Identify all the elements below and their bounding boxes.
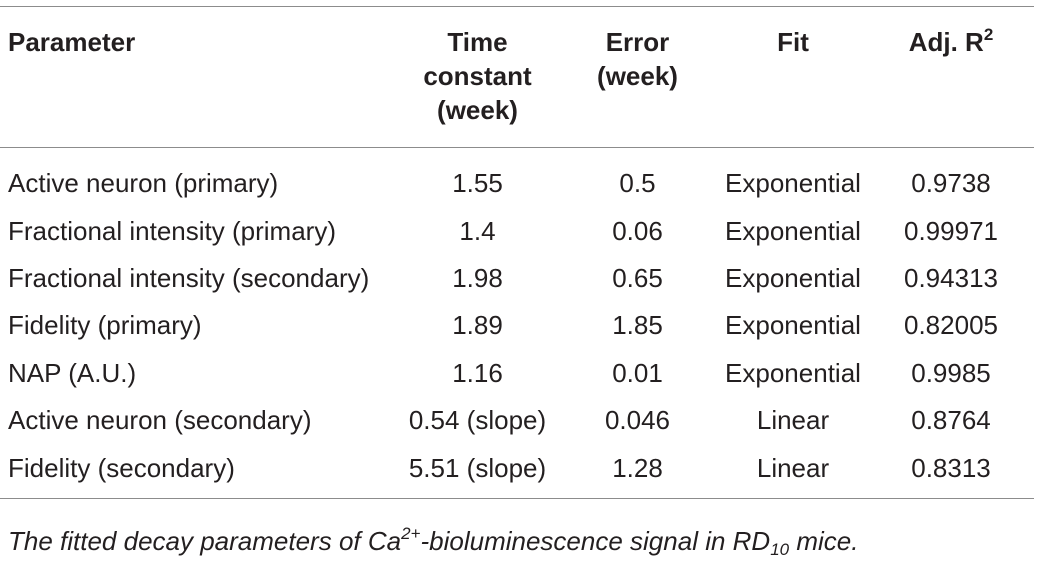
cell-error: 0.046 <box>604 405 671 436</box>
cell-time-constant: 1.4 <box>459 215 496 246</box>
caption-text-end: mice. <box>789 526 859 556</box>
cell-time-constant: 0.54 (slope) <box>408 405 547 436</box>
caption-text-middle: -bioluminescence signal in RD <box>420 526 771 556</box>
cell-time-constant: 1.16 <box>452 357 503 388</box>
table-row: Fidelity (primary) 1.89 1.85 Exponential… <box>0 302 1034 349</box>
cell-error: 1.28 <box>612 452 663 483</box>
header-parameter: Parameter <box>8 27 136 57</box>
cell-fit: Linear <box>756 405 830 436</box>
table-row: Fidelity (secondary) 5.51 (slope) 1.28 L… <box>0 444 1034 499</box>
header-adj-r2-superscript: 2 <box>983 25 994 44</box>
cell-time-constant: 1.89 <box>452 310 503 341</box>
header-error-line-1: Error <box>605 27 670 57</box>
header-fit: Fit <box>777 27 809 57</box>
header-time-constant-line-3: (week) <box>437 95 518 125</box>
cell-fit: Exponential <box>725 310 861 341</box>
caption-text-start: The fitted decay parameters of Ca <box>8 526 402 556</box>
cell-parameter: Fractional intensity (primary) <box>8 215 336 246</box>
header-error-line-2: (week) <box>597 61 678 91</box>
cell-parameter: Fractional intensity (secondary) <box>8 262 370 293</box>
caption-subscript: 10 <box>770 540 790 559</box>
cell-adj-r2: 0.8764 <box>911 405 991 436</box>
cell-time-constant: 1.98 <box>452 262 503 293</box>
cell-parameter: Fidelity (secondary) <box>8 452 235 483</box>
header-time-constant: Time constant (week) <box>398 7 557 148</box>
cell-error: 1.85 <box>612 310 663 341</box>
cell-fit: Exponential <box>725 168 861 199</box>
cell-parameter: NAP (A.U.) <box>8 357 137 388</box>
header-adj-r2-base: Adj. R <box>908 27 984 57</box>
cell-time-constant: 5.51 (slope) <box>408 452 547 483</box>
header-error: Error (week) <box>557 7 718 148</box>
cell-parameter: Active neuron (primary) <box>8 168 279 199</box>
cell-parameter: Active neuron (secondary) <box>8 405 312 436</box>
table-row: Active neuron (secondary) 0.54 (slope) 0… <box>0 397 1034 444</box>
header-time-constant-line-2: constant <box>423 61 532 91</box>
cell-fit: Exponential <box>725 215 861 246</box>
cell-adj-r2: 0.9738 <box>911 168 991 199</box>
table-row: Fractional intensity (primary) 1.4 0.06 … <box>0 207 1034 254</box>
cell-fit: Exponential <box>725 262 861 293</box>
cell-adj-r2: 0.82005 <box>904 310 998 341</box>
caption-superscript: 2+ <box>401 524 421 543</box>
cell-error: 0.06 <box>612 215 663 246</box>
cell-adj-r2: 0.9985 <box>911 357 991 388</box>
cell-time-constant: 1.55 <box>452 168 503 199</box>
cell-error: 0.65 <box>612 262 663 293</box>
cell-fit: Linear <box>756 452 830 483</box>
cell-parameter: Fidelity (primary) <box>8 310 202 341</box>
header-adj-r2: Adj. R2 <box>868 7 1034 148</box>
cell-error: 0.5 <box>619 168 656 199</box>
cell-adj-r2: 0.99971 <box>904 215 998 246</box>
cell-adj-r2: 0.94313 <box>904 262 998 293</box>
table-caption: The fitted decay parameters of Ca2+-biol… <box>8 524 858 558</box>
cell-fit: Exponential <box>725 357 861 388</box>
cell-adj-r2: 0.8313 <box>911 452 991 483</box>
decay-parameters-table: Parameter Time constant (week) Error (we… <box>0 6 1034 499</box>
header-row: Parameter Time constant (week) Error (we… <box>0 6 1034 148</box>
table-row: Active neuron (primary) 1.55 0.5 Exponen… <box>0 148 1034 208</box>
header-time-constant-line-1: Time <box>447 27 508 57</box>
table-row: Fractional intensity (secondary) 1.98 0.… <box>0 255 1034 302</box>
cell-error: 0.01 <box>612 357 663 388</box>
table-row: NAP (A.U.) 1.16 0.01 Exponential 0.9985 <box>0 350 1034 397</box>
